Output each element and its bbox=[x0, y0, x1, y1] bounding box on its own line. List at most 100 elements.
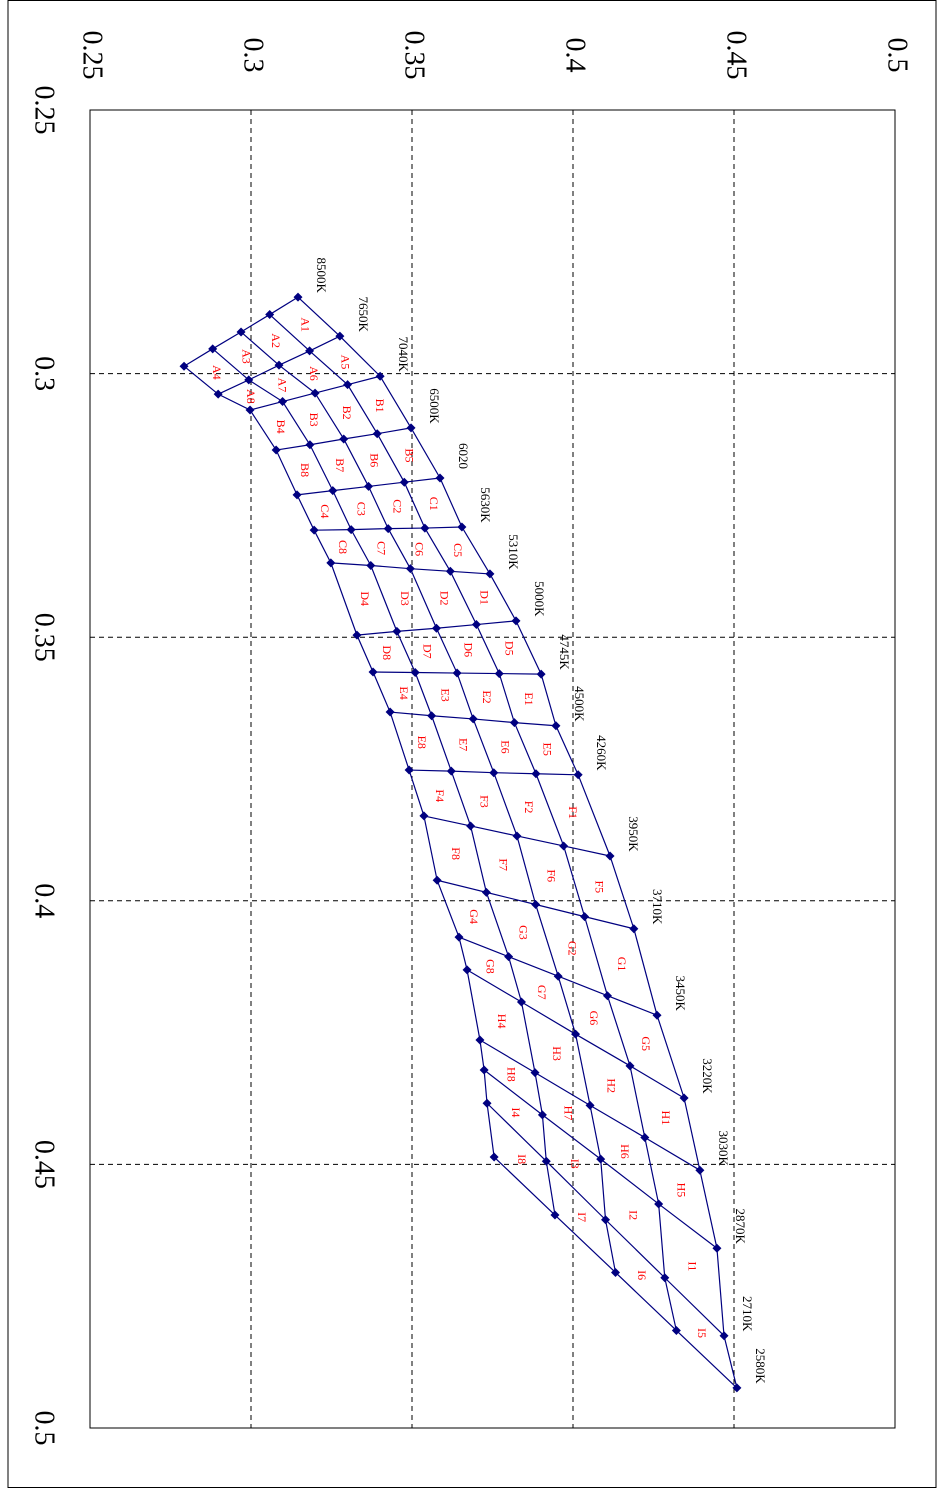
cct-label: 4500K bbox=[572, 686, 587, 722]
point-marker bbox=[481, 887, 491, 897]
cct-label: 3220K bbox=[700, 1058, 715, 1094]
bin-label: C7 bbox=[374, 541, 388, 555]
point-marker bbox=[482, 1098, 492, 1108]
cct-label: 7040K bbox=[396, 337, 411, 373]
bin-label: E7 bbox=[457, 738, 471, 751]
bin-label: F2 bbox=[522, 801, 536, 814]
bin-label: I6 bbox=[635, 1270, 649, 1280]
y-tick-label: 0.3 bbox=[238, 38, 269, 73]
cct-label: 3950K bbox=[626, 816, 641, 852]
point-marker bbox=[179, 361, 189, 371]
point-marker bbox=[457, 522, 467, 532]
point-marker bbox=[328, 486, 338, 496]
point-marker bbox=[660, 1273, 670, 1283]
point-marker bbox=[375, 371, 385, 381]
bin-label: C4 bbox=[318, 504, 332, 518]
point-marker bbox=[494, 669, 504, 679]
x-tick-label: 0.35 bbox=[29, 613, 60, 662]
point-marker bbox=[406, 423, 416, 433]
point-marker bbox=[399, 477, 409, 487]
bin-label: I8 bbox=[515, 1154, 529, 1164]
point-marker bbox=[580, 912, 590, 922]
bin-label: I7 bbox=[575, 1212, 589, 1222]
x-tick-label: 0.4 bbox=[29, 883, 60, 918]
y-tick-label: 0.45 bbox=[721, 31, 752, 80]
point-marker bbox=[531, 899, 541, 909]
bin-label: B8 bbox=[298, 463, 312, 477]
bin-label: E2 bbox=[480, 690, 494, 703]
bin-label: A8 bbox=[244, 389, 258, 404]
bin-label: A5 bbox=[339, 355, 353, 370]
bin-boundary bbox=[297, 296, 738, 1389]
bin-label: B2 bbox=[340, 406, 354, 420]
bin-label: A6 bbox=[307, 366, 321, 381]
point-marker bbox=[625, 1061, 635, 1071]
point-marker bbox=[504, 952, 514, 962]
point-marker bbox=[559, 841, 569, 851]
bin-label: F6 bbox=[544, 869, 558, 882]
x-tick-label: 0.25 bbox=[29, 86, 60, 135]
point-marker bbox=[368, 667, 378, 677]
point-marker bbox=[550, 1210, 560, 1220]
point-marker bbox=[553, 971, 563, 981]
point-marker bbox=[236, 327, 246, 337]
point-marker bbox=[445, 566, 455, 576]
point-marker bbox=[274, 360, 284, 370]
bin-label: D4 bbox=[358, 591, 372, 606]
point-marker bbox=[419, 811, 429, 821]
cct-label: 2710K bbox=[740, 1296, 755, 1332]
bin-label: E5 bbox=[540, 743, 554, 756]
point-marker bbox=[278, 397, 288, 407]
y-tick-label: 0.4 bbox=[560, 38, 591, 73]
bin-label: H6 bbox=[618, 1144, 632, 1159]
point-marker bbox=[475, 1035, 485, 1045]
bin-label: D6 bbox=[462, 643, 476, 658]
point-marker bbox=[392, 626, 402, 636]
bin-label: B5 bbox=[402, 448, 416, 462]
point-marker bbox=[420, 523, 430, 533]
point-marker bbox=[292, 490, 302, 500]
point-marker bbox=[305, 440, 315, 450]
point-marker bbox=[509, 718, 519, 728]
bin-boundary bbox=[269, 314, 677, 1331]
bin-label: A3 bbox=[240, 349, 254, 364]
bin-label: G3 bbox=[516, 925, 530, 940]
point-marker bbox=[244, 375, 254, 385]
point-marker bbox=[671, 1325, 681, 1335]
cct-label: 8500K bbox=[314, 257, 329, 293]
point-marker bbox=[489, 768, 499, 778]
point-marker bbox=[536, 669, 546, 679]
point-marker bbox=[601, 1215, 611, 1225]
point-marker bbox=[537, 1110, 547, 1120]
bin-label: C2 bbox=[391, 499, 405, 513]
bin-label: D5 bbox=[502, 641, 516, 656]
point-marker bbox=[435, 473, 445, 483]
point-marker bbox=[551, 721, 561, 731]
bin-label: G6 bbox=[587, 1011, 601, 1026]
point-marker bbox=[271, 445, 281, 455]
bin-label: B7 bbox=[333, 458, 347, 472]
point-marker bbox=[471, 620, 481, 630]
bin-label: I4 bbox=[509, 1107, 523, 1117]
point-marker bbox=[208, 344, 218, 354]
bin-label: H1 bbox=[659, 1111, 673, 1126]
cct-label: 2580K bbox=[753, 1348, 768, 1384]
point-marker bbox=[245, 405, 255, 415]
bin-label: H8 bbox=[505, 1067, 519, 1082]
point-marker bbox=[427, 711, 437, 721]
bin-label: D7 bbox=[421, 644, 435, 659]
point-marker bbox=[293, 292, 303, 302]
y-tick-label: 0.5 bbox=[882, 38, 913, 73]
point-marker bbox=[339, 434, 349, 444]
bin-label: H4 bbox=[495, 1014, 509, 1029]
bin-label: E6 bbox=[499, 740, 513, 753]
bin-label: D2 bbox=[438, 591, 452, 606]
point-marker bbox=[404, 765, 414, 775]
bin-label: H2 bbox=[604, 1078, 618, 1093]
bin-label: E3 bbox=[439, 688, 453, 701]
x-tick-label: 0.45 bbox=[29, 1140, 60, 1189]
bin-label: C5 bbox=[451, 543, 465, 557]
point-marker bbox=[573, 770, 583, 780]
point-marker bbox=[511, 616, 521, 626]
cct-label: 7650K bbox=[356, 296, 371, 332]
